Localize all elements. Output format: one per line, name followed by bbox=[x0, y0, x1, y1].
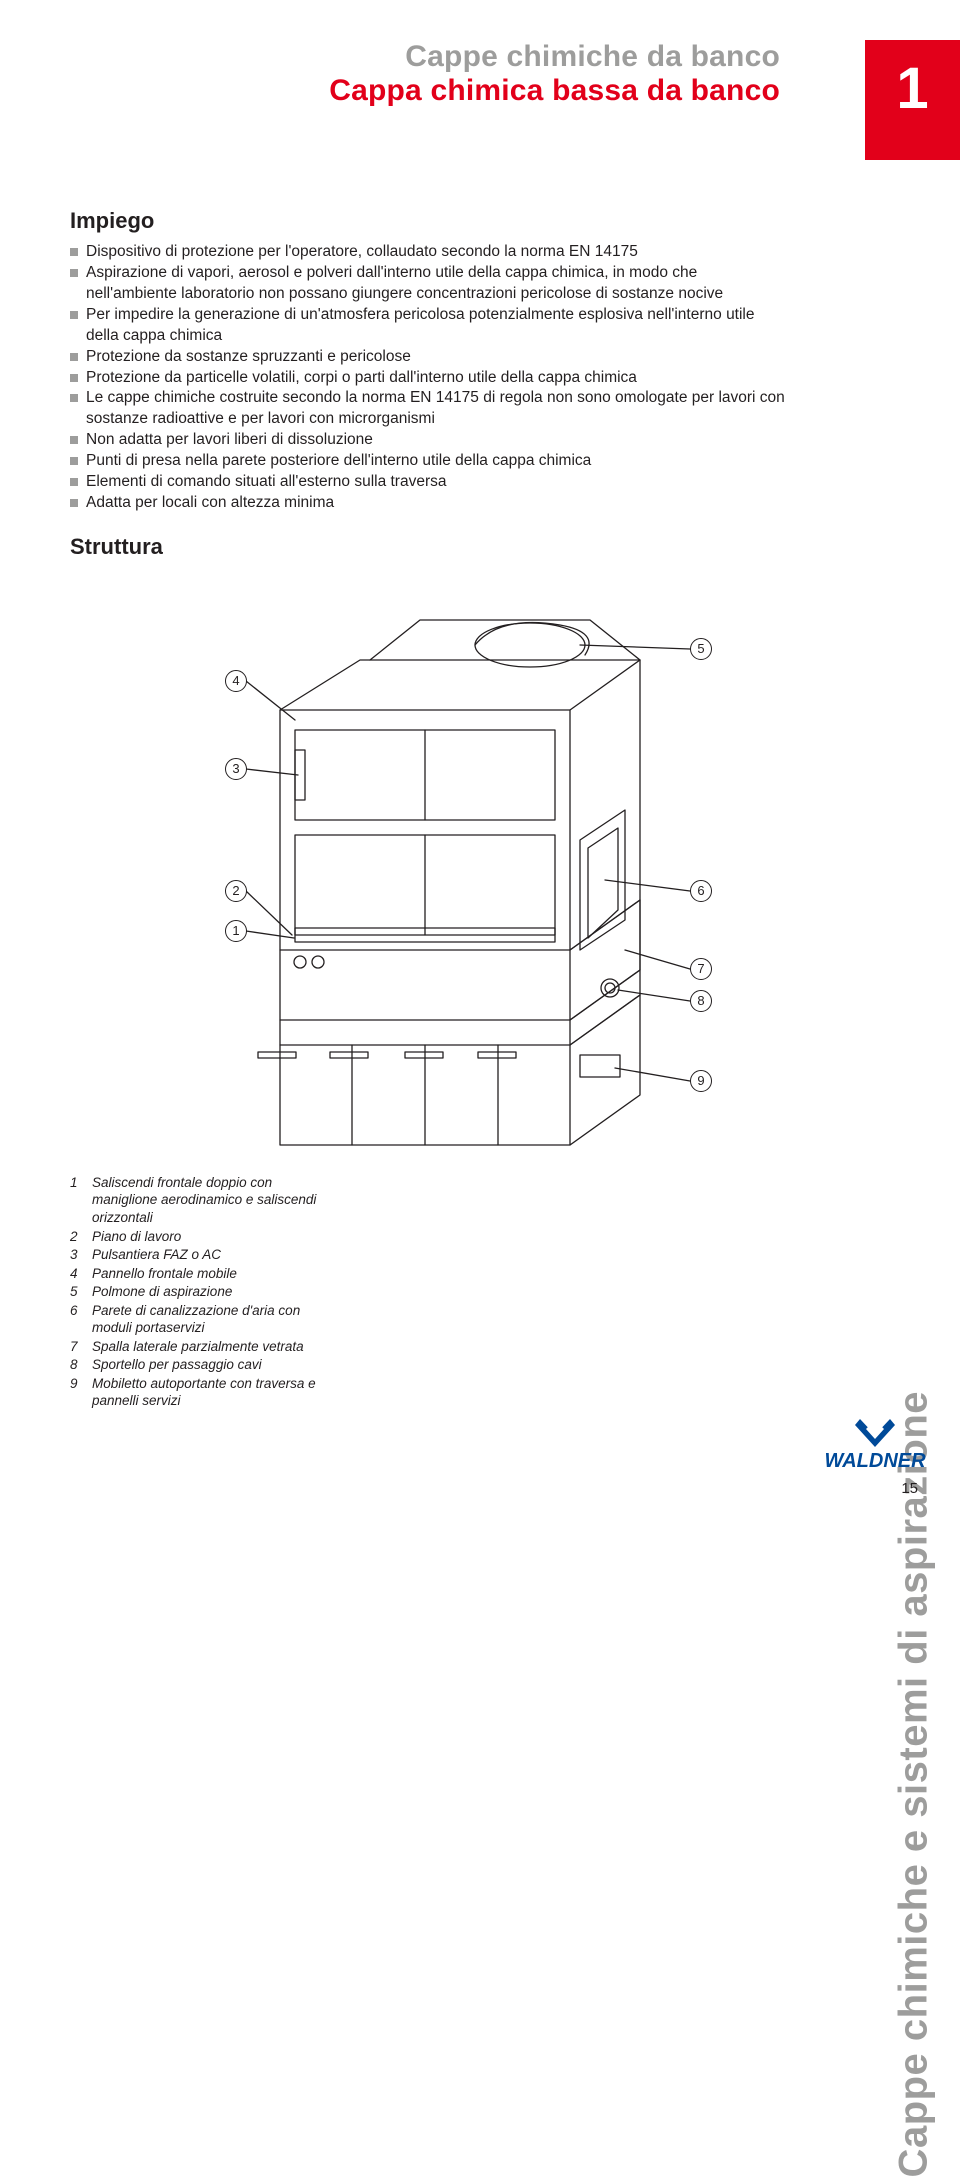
impiego-list: Dispositivo di protezione per l'operator… bbox=[70, 242, 790, 514]
legend-num: 5 bbox=[70, 1283, 92, 1301]
diagram-callout-1: 1 bbox=[225, 920, 247, 942]
legend-row: 8Sportello per passaggio cavi bbox=[70, 1356, 330, 1374]
legend-num: 6 bbox=[70, 1302, 92, 1320]
title-category: Cappe chimiche da banco bbox=[70, 40, 780, 74]
impiego-heading: Impiego bbox=[70, 208, 790, 234]
diagram-callout-4: 4 bbox=[225, 670, 247, 692]
legend-num: 4 bbox=[70, 1265, 92, 1283]
legend-num: 2 bbox=[70, 1228, 92, 1246]
legend-num: 9 bbox=[70, 1375, 92, 1393]
page-number: 15 bbox=[901, 1480, 918, 1497]
legend-row: 4Pannello frontale mobile bbox=[70, 1265, 330, 1283]
legend-text: Piano di lavoro bbox=[92, 1228, 330, 1246]
impiego-item: Protezione da particelle volatili, corpi… bbox=[70, 368, 790, 389]
legend-text: Mobiletto autoportante con traversa e pa… bbox=[92, 1375, 330, 1410]
legend-row: 7Spalla laterale parzialmente vetrata bbox=[70, 1338, 330, 1356]
logo-text: WALDNER bbox=[824, 1450, 926, 1472]
chapter-number-box: 1 bbox=[865, 40, 960, 160]
legend-num: 3 bbox=[70, 1246, 92, 1264]
legend-num: 1 bbox=[70, 1174, 92, 1192]
legend-text: Saliscendi frontale doppio con maniglion… bbox=[92, 1174, 330, 1227]
diagram-callout-2: 2 bbox=[225, 880, 247, 902]
legend-row: 9Mobiletto autoportante con traversa e p… bbox=[70, 1375, 330, 1410]
impiego-item: Aspirazione di vapori, aerosol e polveri… bbox=[70, 263, 790, 305]
side-vertical-label: Cappe chimiche e sistemi di aspirazione bbox=[891, 1391, 936, 2177]
diagram-callout-6: 6 bbox=[690, 880, 712, 902]
legend-row: 5Polmone di aspirazione bbox=[70, 1283, 330, 1301]
diagram-callout-8: 8 bbox=[690, 990, 712, 1012]
title-group: Cappe chimiche da banco Cappa chimica ba… bbox=[70, 40, 960, 108]
legend-text: Pulsantiera FAZ o AC bbox=[92, 1246, 330, 1264]
brand-logo: WALDNER bbox=[820, 1417, 930, 1477]
legend-text: Pannello frontale mobile bbox=[92, 1265, 330, 1283]
legend: 1Saliscendi frontale doppio con maniglio… bbox=[70, 1174, 330, 1411]
header: Cappe chimiche da banco Cappa chimica ba… bbox=[70, 40, 960, 108]
legend-num: 7 bbox=[70, 1338, 92, 1356]
impiego-item: Per impedire la generazione di un'atmosf… bbox=[70, 305, 790, 347]
diagram-callout-3: 3 bbox=[225, 758, 247, 780]
impiego-item: Punti di presa nella parete posteriore d… bbox=[70, 451, 790, 472]
legend-text: Parete di canalizzazione d'aria con modu… bbox=[92, 1302, 330, 1337]
legend-row: 3Pulsantiera FAZ o AC bbox=[70, 1246, 330, 1264]
legend-row: 2Piano di lavoro bbox=[70, 1228, 330, 1246]
content-column: Impiego Dispositivo di protezione per l'… bbox=[70, 208, 790, 1190]
legend-text: Spalla laterale parzialmente vetrata bbox=[92, 1338, 330, 1356]
impiego-item: Adatta per locali con altezza minima bbox=[70, 493, 790, 514]
legend-num: 8 bbox=[70, 1356, 92, 1374]
impiego-item: Dispositivo di protezione per l'operator… bbox=[70, 242, 790, 263]
diagram-callout-5: 5 bbox=[690, 638, 712, 660]
diagram-callout-7: 7 bbox=[690, 958, 712, 980]
impiego-item: Le cappe chimiche costruite secondo la n… bbox=[70, 388, 790, 430]
struttura-heading: Struttura bbox=[70, 534, 790, 560]
page: Cappe chimiche da banco Cappa chimica ba… bbox=[0, 0, 960, 1501]
title-product: Cappa chimica bassa da banco bbox=[70, 74, 780, 108]
impiego-item: Non adatta per lavori liberi di dissoluz… bbox=[70, 430, 790, 451]
legend-row: 1Saliscendi frontale doppio con maniglio… bbox=[70, 1174, 330, 1227]
diagram-callout-9: 9 bbox=[690, 1070, 712, 1092]
legend-text: Polmone di aspirazione bbox=[92, 1283, 330, 1301]
impiego-item: Protezione da sostanze spruzzanti e peri… bbox=[70, 347, 790, 368]
diagram: 4 3 2 1 5 6 7 8 9 bbox=[70, 590, 790, 1190]
legend-row: 6Parete di canalizzazione d'aria con mod… bbox=[70, 1302, 330, 1337]
impiego-item: Elementi di comando situati all'esterno … bbox=[70, 472, 790, 493]
fume-hood-illustration bbox=[70, 590, 790, 1190]
legend-text: Sportello per passaggio cavi bbox=[92, 1356, 330, 1374]
